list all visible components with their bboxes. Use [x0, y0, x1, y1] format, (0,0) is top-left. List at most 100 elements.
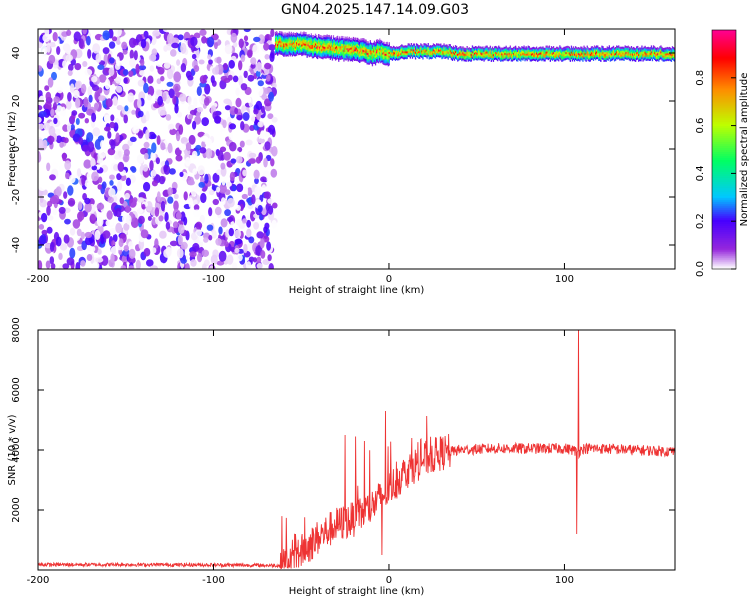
ridge-cell [603, 57, 605, 60]
ridge-cell [341, 53, 343, 56]
ridge-cell [413, 43, 416, 46]
ridge-cell [499, 52, 501, 55]
ridge-cell [542, 56, 544, 59]
ridge-cell [312, 38, 315, 41]
ridge-cell [452, 47, 455, 50]
ridge-cell [339, 42, 341, 45]
ridge-cell [443, 51, 445, 54]
ridge-cell [401, 55, 403, 58]
ridge-cell [276, 50, 278, 53]
ridge-cell [364, 43, 366, 46]
noise-cell [171, 42, 180, 49]
ridge-cell [349, 59, 351, 62]
noise-cell [230, 158, 237, 164]
ridge-cell [591, 49, 594, 53]
noise-cell [66, 257, 75, 266]
ridge-cell [501, 53, 503, 56]
ridge-cell [356, 57, 358, 60]
ridge-cell [498, 57, 500, 60]
noise-cell [200, 192, 207, 204]
ridge-cell [331, 48, 334, 51]
ridge-cell [450, 47, 452, 51]
noise-cell [226, 254, 234, 265]
ridge-cell [357, 49, 359, 52]
ridge-cell [367, 56, 369, 59]
ridge-cell [372, 52, 375, 55]
ridge-cell [625, 53, 627, 56]
ridge-cell [434, 54, 437, 57]
ridge-cell [344, 42, 346, 45]
ridge-cell [469, 51, 471, 54]
noise-cell [148, 45, 153, 52]
ridge-cell [305, 45, 307, 48]
colorbar-segment [712, 61, 736, 65]
ridge-cell [327, 36, 329, 40]
ridge-cell [589, 53, 591, 56]
noise-cell [224, 105, 231, 111]
ridge-cell [385, 42, 387, 45]
ridge-cell [327, 46, 329, 49]
ridge-cell [307, 42, 309, 45]
ridge-cell [635, 53, 637, 57]
noise-cell [172, 221, 179, 229]
colorbar-segment [712, 151, 736, 155]
ridge-cell [660, 47, 662, 50]
ridge-cell [548, 53, 550, 56]
ridge-cell [387, 50, 389, 53]
ridge-cell [334, 58, 337, 61]
noise-cell [227, 74, 233, 81]
noise-cell [49, 256, 55, 265]
ridge-cell [501, 47, 503, 50]
ridge-cell [319, 48, 321, 51]
ridge-cell [515, 55, 517, 58]
ridge-cell [349, 55, 351, 58]
ridge-cell [656, 53, 658, 56]
ridge-cell [649, 49, 651, 52]
ridge-cell [426, 52, 428, 55]
ridge-cell [421, 46, 423, 49]
ridge-cell [325, 46, 327, 50]
ridge-cell [305, 32, 307, 35]
ridge-cell [292, 51, 295, 54]
ridge-cell [660, 53, 662, 56]
noise-cell [166, 68, 174, 80]
ridge-cell [352, 44, 355, 47]
ridge-cell [311, 56, 314, 59]
ridge-cell [449, 44, 451, 47]
ridge-cell [357, 47, 359, 50]
ridge-cell [477, 54, 479, 57]
ridge-cell [309, 39, 311, 42]
ridge-cell [616, 47, 618, 50]
ridge-cell [440, 53, 442, 56]
ridge-cell [617, 53, 619, 56]
ridge-cell [535, 47, 537, 50]
ridge-cell [548, 55, 550, 58]
ridge-cell [279, 48, 281, 51]
ridge-cell [629, 47, 631, 50]
ridge-cell [386, 51, 388, 54]
ridge-cell [522, 58, 524, 61]
ridge-cell [452, 53, 455, 56]
ridge-cell [457, 47, 459, 51]
ridge-cell [305, 53, 307, 56]
ridge-cell [346, 46, 348, 49]
ridge-cell [644, 51, 646, 54]
ridge-cell [392, 55, 395, 58]
noise-cell [58, 206, 66, 214]
ridge-cell [352, 50, 355, 53]
ridge-cell [660, 49, 662, 52]
ridge-cell [361, 57, 363, 60]
noise-cell [188, 134, 196, 145]
ridge-cell [583, 55, 585, 58]
ridge-cell [460, 51, 462, 55]
ridge-cell [312, 50, 315, 53]
ridge-cell [576, 49, 578, 52]
ridge-cell [349, 43, 351, 46]
noise-cell [174, 103, 179, 114]
ridge-cell [462, 53, 464, 57]
noise-cell [167, 196, 174, 204]
ridge-cell [384, 49, 386, 52]
ridge-cell [655, 49, 657, 52]
noise-cell [88, 94, 93, 103]
ridge-cell [380, 51, 382, 54]
